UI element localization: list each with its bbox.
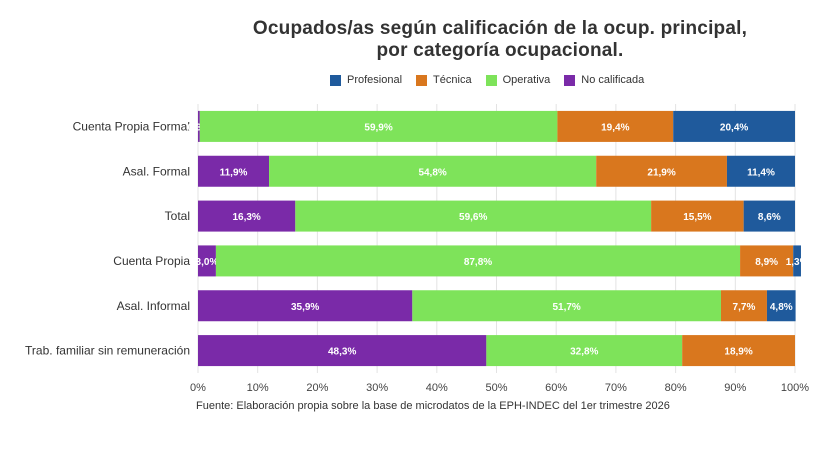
bar-segment [740, 245, 794, 277]
data-label: 3,0% [196, 257, 219, 268]
data-label: 7,7% [733, 302, 756, 313]
chart-title-line2: por categoría ocupacional. [376, 40, 624, 61]
legend-swatch [564, 74, 576, 86]
bar-segment [486, 335, 683, 367]
legend-label: Profesional [347, 74, 403, 86]
data-label: 20,4% [720, 122, 748, 133]
data-label: 87,8% [464, 257, 492, 268]
data-label: 51,7% [552, 302, 580, 313]
legend-label: No calificada [581, 74, 645, 86]
legend-swatch [330, 74, 341, 86]
bar-segment [557, 110, 674, 142]
bar-segment [743, 200, 795, 232]
chart-legend: Profesional Técnica Operativa No calificada [330, 74, 644, 86]
bar-segment [596, 155, 727, 187]
x-tick-label: 70% [605, 382, 627, 394]
legend-item: Técnica [416, 74, 472, 86]
data-label: 59,6% [459, 212, 487, 223]
legend-swatch [485, 74, 497, 86]
legend-label: Operativa [502, 74, 551, 86]
chart-source: Fuente: Elaboración propia sobre la base… [196, 400, 670, 412]
x-tick-label: 80% [665, 382, 687, 394]
data-label: 8,9% [755, 257, 778, 268]
y-category-label: Asal. Informal [117, 299, 190, 313]
chart-title-line1: Ocupados/as según calificación de la ocu… [252, 18, 748, 39]
data-label: 19,4% [601, 122, 629, 133]
data-label: 32,8% [570, 347, 598, 358]
bar-segment [198, 110, 200, 142]
legend-item: Operativa [485, 74, 551, 86]
bar-segment [295, 200, 652, 232]
data-label: 0,3% [187, 122, 210, 133]
x-tick-label: 100% [781, 382, 809, 394]
bar-segment [412, 290, 721, 322]
bar-segment [673, 110, 795, 142]
data-label: 11,4% [747, 167, 775, 178]
bar-segment [198, 335, 487, 367]
x-tick-label: 20% [306, 382, 328, 394]
data-label: 18,9% [724, 347, 752, 358]
legend-item: Profesional [330, 74, 402, 86]
bar-segment [682, 335, 795, 367]
x-tick-label: 0% [190, 382, 206, 394]
data-label: 15,5% [683, 212, 711, 223]
x-tick-label: 60% [545, 382, 567, 394]
y-category-label: Cuenta Propia Formal [73, 119, 190, 133]
y-category-label: Total [165, 209, 190, 223]
bar-segment [651, 200, 744, 232]
x-tick-label: 30% [366, 382, 388, 394]
legend-item: No calificada [564, 74, 644, 86]
y-category-label: Cuenta Propia [113, 254, 190, 268]
legend-swatch [416, 74, 428, 86]
bar-segment [199, 110, 558, 142]
legend-label: Técnica [433, 74, 472, 86]
data-label: 21,9% [647, 167, 675, 178]
bar-segment [198, 245, 216, 277]
bar-segment [198, 155, 270, 187]
x-tick-label: 90% [724, 382, 746, 394]
x-tick-label: 10% [247, 382, 269, 394]
data-label: 16,3% [232, 212, 260, 223]
data-label: 4,8% [770, 302, 793, 313]
data-label: 59,9% [364, 122, 392, 133]
x-tick-label: 40% [426, 382, 448, 394]
bar-segment [215, 245, 741, 277]
data-label: 35,9% [291, 302, 319, 313]
y-category-label: Trab. familiar sin remuneración [25, 344, 190, 358]
data-label: 8,6% [758, 212, 781, 223]
bar-segment [198, 290, 413, 322]
bar-segment [720, 290, 767, 322]
data-label: 48,3% [328, 347, 356, 358]
bar-segment [269, 155, 597, 187]
bar-segment [793, 245, 801, 277]
y-category-label: Asal. Formal [123, 164, 190, 178]
bar-segment [198, 200, 296, 232]
x-tick-label: 50% [485, 382, 507, 394]
data-label: 11,9% [220, 167, 248, 178]
data-label: 1,3% [786, 257, 809, 268]
bar-segment [766, 290, 796, 322]
bar-segment [726, 155, 795, 187]
data-label: 54,8% [418, 167, 446, 178]
